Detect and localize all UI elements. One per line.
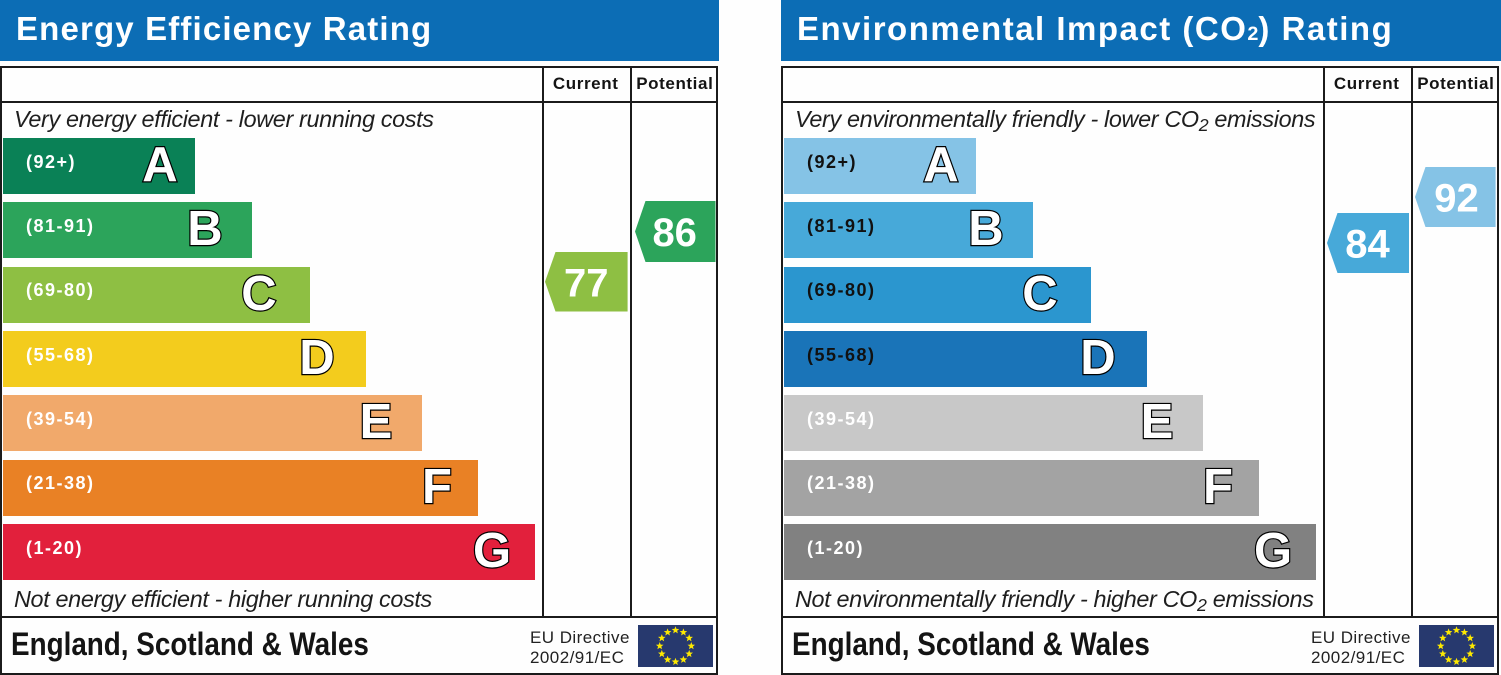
svg-text:C: C <box>241 267 276 321</box>
svg-text:G: G <box>473 524 511 578</box>
svg-text:B: B <box>187 202 222 256</box>
svg-text:92: 92 <box>1435 176 1480 220</box>
svg-text:86: 86 <box>653 211 698 255</box>
svg-text:77: 77 <box>564 261 609 305</box>
svg-text:E: E <box>360 395 393 449</box>
svg-text:84: 84 <box>1346 223 1391 267</box>
svg-text:D: D <box>299 331 334 385</box>
svg-text:B: B <box>968 202 1003 256</box>
svg-text:F: F <box>1203 460 1233 514</box>
svg-text:A: A <box>142 138 177 192</box>
svg-text:F: F <box>422 460 452 514</box>
svg-text:E: E <box>1141 395 1174 449</box>
svg-text:G: G <box>1254 524 1292 578</box>
svg-text:D: D <box>1080 331 1115 385</box>
svg-text:C: C <box>1022 267 1057 321</box>
svg-text:A: A <box>923 138 958 192</box>
